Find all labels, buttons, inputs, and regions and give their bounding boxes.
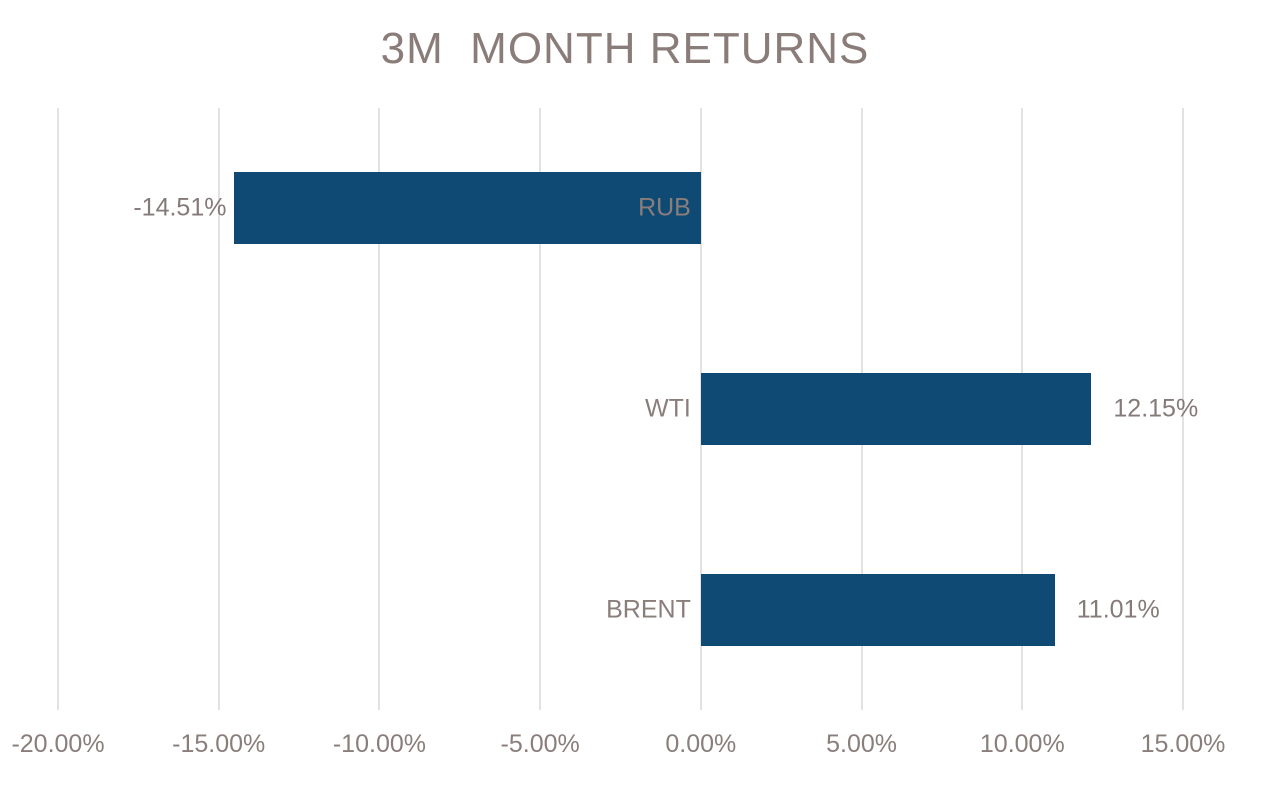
gridline <box>217 108 220 710</box>
gridline <box>378 108 381 710</box>
gridline <box>539 108 542 710</box>
x-tick-label: -20.00% <box>11 730 105 758</box>
bar-rub <box>234 172 701 245</box>
category-label-brent: BRENT <box>606 595 691 624</box>
x-tick-label: -10.00% <box>332 730 426 758</box>
bar-brent <box>700 573 1055 646</box>
x-axis: -20.00% -15.00% -10.00% -5.00% 0.00% 5.00% 10.… <box>11 730 1225 764</box>
gridline <box>57 108 59 710</box>
plot-area: RUB -14.51% WTI 12.15% BRENT 11.01% <box>57 108 1198 710</box>
x-tick-label: -5.00% <box>500 730 580 758</box>
x-tick-label: -15.00% <box>172 730 266 758</box>
gridline <box>1182 108 1184 710</box>
x-tick-label: 0.00% <box>665 730 737 758</box>
value-label-rub: -14.51% <box>133 193 227 222</box>
chart-title: 3M MONTH RETURNS <box>380 24 870 73</box>
value-label-wti: 12.15% <box>1113 394 1199 423</box>
value-label-brent: 11.01% <box>1076 595 1160 624</box>
x-tick-label: 5.00% <box>826 730 898 758</box>
x-tick-label: 10.00% <box>979 730 1065 758</box>
x-tick-label: 15.00% <box>1140 730 1226 758</box>
bar-wti <box>700 373 1092 445</box>
category-label-rub: RUB <box>638 193 691 222</box>
category-label-wti: WTI <box>645 394 691 423</box>
